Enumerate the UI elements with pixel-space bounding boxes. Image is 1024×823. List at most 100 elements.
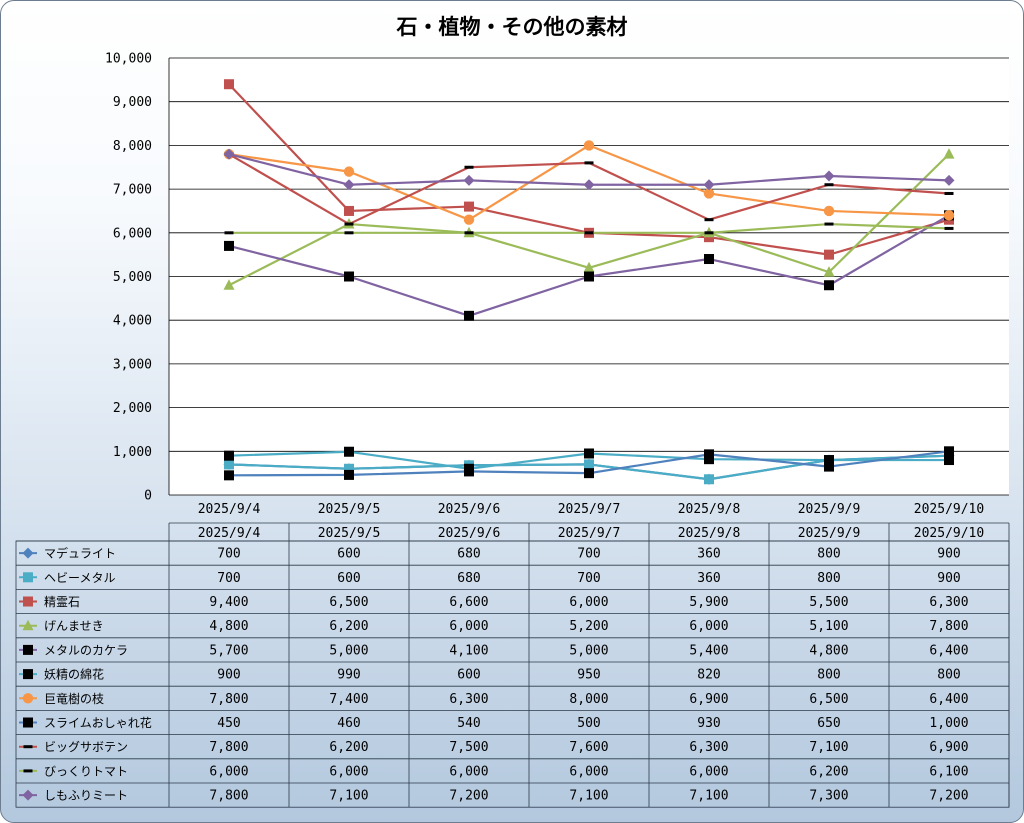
table-header-cell: 2025/9/4 (198, 526, 261, 541)
table-cell: 7,200 (929, 789, 968, 804)
data-point (704, 218, 714, 222)
table-cell: 7,800 (209, 692, 248, 707)
y-tick-label: 6,000 (113, 226, 152, 241)
table-header-cell: 2025/9/6 (438, 526, 501, 541)
table-cell: 680 (457, 571, 480, 586)
y-tick-label: 9,000 (113, 95, 152, 110)
data-table: 2025/9/4 2025/9/5 2025/9/6 2025/9/7 2025/9/8… (15, 522, 1010, 808)
table-cell: 6,900 (689, 692, 728, 707)
table-cell: 930 (697, 716, 720, 731)
legend-label: げんませき (44, 619, 104, 633)
table-cell: 9,400 (209, 595, 248, 610)
data-point (703, 179, 715, 191)
table-cell: 7,800 (929, 619, 968, 634)
legend-key-marker (23, 769, 33, 773)
x-tick-label: 2025/9/8 (678, 502, 741, 517)
data-point (344, 446, 354, 457)
data-point (583, 140, 595, 151)
table-cell: 4,100 (449, 643, 488, 658)
data-point (223, 148, 235, 160)
data-point (584, 271, 594, 282)
y-tick-label: 7,000 (113, 183, 152, 198)
table-cell: 6,500 (809, 692, 848, 707)
data-point (584, 448, 594, 459)
table-cell: 6,300 (449, 692, 488, 707)
data-point (943, 174, 955, 186)
table-cell: 6,400 (929, 692, 968, 707)
series-7 (224, 446, 954, 481)
table-cell: 800 (937, 668, 960, 683)
table-cell: 460 (337, 716, 360, 731)
x-tick-label: 2025/9/10 (914, 502, 984, 517)
table-cell: 6,000 (689, 619, 728, 634)
table-cell: 7,800 (209, 740, 248, 755)
y-tick-label: 4,000 (113, 314, 152, 329)
table-cell: 6,000 (449, 619, 488, 634)
legend-key-marker (23, 572, 33, 583)
data-point (944, 455, 954, 466)
table-cell: 700 (217, 547, 240, 562)
table-cell: 6,600 (449, 595, 488, 610)
table-cell: 990 (337, 668, 360, 683)
data-point (703, 188, 715, 199)
table-cell: 5,900 (689, 595, 728, 610)
data-point (824, 280, 834, 291)
legend-label: 妖精の綿花 (44, 667, 104, 682)
legend-label: ヘビーメタル (44, 571, 116, 585)
data-point (824, 461, 834, 472)
data-point (344, 271, 354, 282)
legend-key-marker (22, 693, 34, 704)
y-tick-label: 5,000 (113, 270, 152, 285)
data-point (343, 166, 355, 177)
data-point (463, 214, 475, 225)
data-point (464, 310, 474, 321)
table-cell: 360 (697, 547, 720, 562)
legend-key-marker (23, 745, 33, 749)
table-cell: 6,200 (809, 764, 848, 779)
table-cell: 8,000 (569, 692, 608, 707)
legend-label: ビッグサボテン (44, 740, 128, 754)
table-cell: 6,100 (929, 764, 968, 779)
table-cell: 6,000 (329, 764, 368, 779)
data-point (224, 459, 234, 470)
table-cell: 800 (817, 668, 840, 683)
y-tick-label: 0 (144, 489, 152, 504)
table-cell: 5,700 (209, 643, 248, 658)
table-cell: 5,000 (569, 643, 608, 658)
table-border (15, 540, 1010, 808)
y-axis-ticks: 0 1,000 2,000 3,000 4,000 5,000 6,000 7,000 8,00… (105, 52, 152, 504)
data-point (584, 161, 594, 165)
legend-key-marker (22, 789, 34, 801)
data-point (704, 254, 714, 265)
legend-label: びっくりトマト (44, 764, 128, 778)
table-cell: 900 (937, 547, 960, 562)
table-cell: 7,300 (809, 789, 848, 804)
legend-key-marker (22, 619, 34, 631)
table-header-cell: 2025/9/8 (678, 526, 741, 541)
legend-key-marker (23, 717, 33, 728)
y-tick-label: 1,000 (113, 445, 152, 460)
table-cell: 360 (697, 571, 720, 586)
series-lines (223, 79, 955, 485)
data-point (823, 266, 835, 277)
table-cell: 540 (457, 716, 480, 731)
data-point (824, 183, 834, 187)
legend-label: しもふりミート (44, 789, 128, 803)
table-cell: 700 (217, 571, 240, 586)
data-point (824, 249, 834, 260)
table-cell: 7,100 (329, 789, 368, 804)
table-cell: 7,800 (209, 789, 248, 804)
data-point (704, 231, 714, 235)
table-cell: 1,000 (929, 716, 968, 731)
table-cell: 820 (697, 668, 720, 683)
data-point (224, 79, 234, 90)
table-cell: 6,000 (449, 764, 488, 779)
data-point (344, 463, 354, 474)
chart-title: 石・植物・その他の素材 (396, 15, 628, 39)
data-point (344, 469, 354, 480)
table-cell: 6,000 (209, 764, 248, 779)
data-point (224, 231, 234, 235)
table-cell: 6,200 (329, 619, 368, 634)
table-cell: 650 (817, 716, 840, 731)
